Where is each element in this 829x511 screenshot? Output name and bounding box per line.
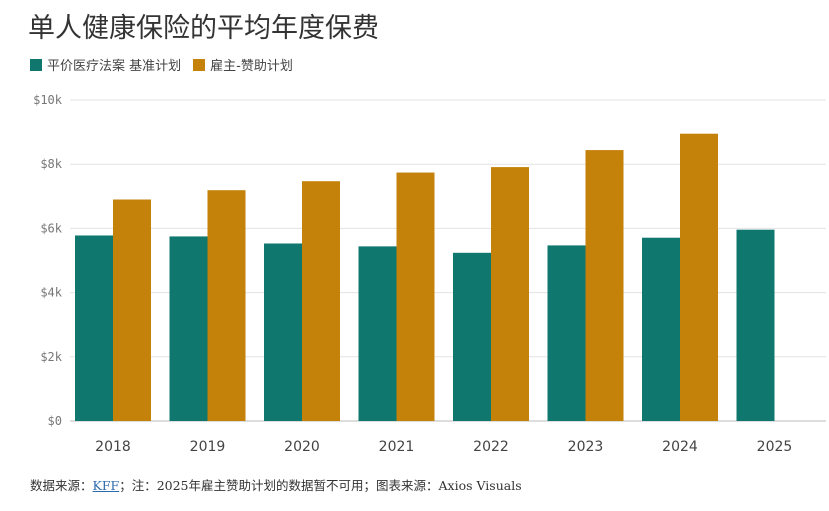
x-tick-label: 2019 [190, 439, 226, 455]
legend-item-employer: 雇主-赞助计划 [193, 55, 293, 74]
bar-employer-2023 [585, 150, 624, 422]
y-tick-label: $0 [48, 414, 62, 428]
legend-swatch-aca [30, 58, 42, 71]
bar-aca-2019 [169, 236, 208, 421]
bar-employer-2018 [113, 199, 151, 421]
y-tick-label: $2k [40, 350, 62, 364]
source-link-kff[interactable]: KFF [92, 478, 120, 493]
bar-aca-2021 [358, 246, 397, 421]
chart-title: 单人健康保险的平均年度保费 [28, 13, 379, 44]
labels-layer: $0 $2k $4k $6k $8k $10k 2018 2019 2020 2021 2022 20… [33, 93, 792, 455]
y-tick-label: $8k [40, 157, 62, 171]
legend-item-aca: 平价医疗法案 基准计划 [30, 55, 181, 74]
legend-label-aca: 平价医疗法案 基准计划 [47, 59, 182, 74]
y-tick-label: $4k [40, 286, 62, 300]
bar-aca-2024 [642, 237, 680, 421]
bar-aca-2023 [547, 245, 586, 421]
x-tick-label: 2020 [284, 439, 320, 455]
y-tick-label: $6k [40, 221, 62, 235]
bar-employer-2021 [396, 172, 435, 421]
x-tick-label: 2025 [757, 439, 793, 455]
bar-employer-2022 [491, 167, 529, 421]
y-tick-label: $10k [33, 93, 63, 107]
source-note: 数据来源：KFF；注：2025年雇主赞助计划的数据暂不可用；图表来源：Axios… [30, 475, 522, 494]
x-tick-label: 2018 [95, 439, 131, 455]
bar-employer-2024 [680, 133, 718, 421]
bar-aca-2018 [75, 235, 113, 421]
bar-employer-2019 [207, 190, 246, 421]
legend-label-employer: 雇主-赞助计划 [210, 59, 293, 74]
x-tick-label: 2024 [662, 439, 698, 455]
source-prefix: 数据来源： [30, 478, 93, 493]
bar-aca-2022 [453, 252, 491, 421]
source-suffix: ；注：2025年雇主赞助计划的数据暂不可用；图表来源：Axios Visuals [119, 478, 522, 493]
bar-aca-2025 [736, 229, 775, 421]
legend-swatch-employer [193, 58, 206, 71]
bar-aca-2020 [264, 243, 302, 421]
x-tick-label: 2022 [473, 439, 509, 455]
x-tick-label: 2023 [568, 439, 604, 455]
x-tick-label: 2021 [379, 439, 415, 455]
bars-layer [75, 133, 775, 422]
bar-employer-2020 [302, 181, 340, 421]
legend: 平价医疗法案 基准计划 雇主-赞助计划 [30, 55, 305, 74]
